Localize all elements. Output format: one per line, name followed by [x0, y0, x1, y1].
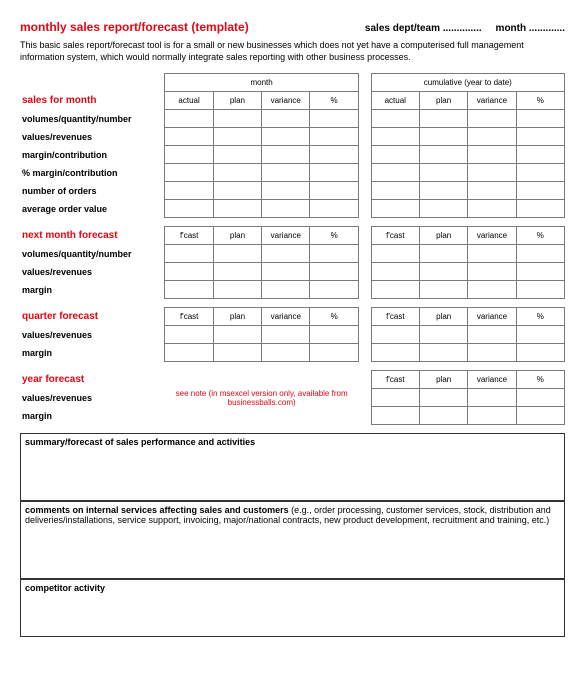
box-comments: comments on internal services affecting …: [20, 501, 565, 579]
box-summary-header: summary/forecast of sales performance an…: [21, 434, 564, 450]
section-title: quarter forecast: [22, 311, 98, 322]
col-fcast-cum: f'cast: [371, 371, 419, 389]
col-plan-cum: plan: [420, 371, 468, 389]
col-variance: variance: [262, 227, 310, 245]
table-quarter: quarter forecast f'cast plan variance % …: [20, 307, 565, 362]
box-competitor: competitor activity: [20, 579, 565, 637]
row-label: volumes/quantity/number: [20, 110, 165, 128]
section-title: sales for month: [22, 95, 96, 106]
col-variance-cum: variance: [468, 371, 516, 389]
row-label: values/revenues: [20, 326, 165, 344]
col-fcast-cum: f'cast: [371, 227, 419, 245]
col-fcast: f'cast: [165, 227, 213, 245]
section-sales-for-month: month cumulative (year to date) sales fo…: [20, 73, 565, 218]
header-row: monthly sales report/forecast (template)…: [20, 20, 565, 34]
comments-bold: comments on internal services affecting …: [25, 505, 289, 515]
superhead-month: month: [165, 74, 358, 92]
row-label: margin: [20, 344, 165, 362]
col-plan-cum: plan: [420, 308, 468, 326]
col-percent: %: [310, 308, 358, 326]
table-next-month: next month forecast f'cast plan variance…: [20, 226, 565, 299]
col-plan-cum: plan: [419, 92, 467, 110]
row-label: margin/contribution: [20, 146, 165, 164]
row-label: values/revenues: [20, 389, 165, 407]
section-title: next month forecast: [22, 230, 118, 241]
row-label: margin: [20, 407, 165, 425]
col-plan: plan: [213, 227, 261, 245]
col-plan: plan: [213, 92, 261, 110]
col-fcast: f'cast: [165, 308, 213, 326]
description: This basic sales report/forecast tool is…: [20, 40, 565, 63]
row-label: % margin/contribution: [20, 164, 165, 182]
col-actual: actual: [165, 92, 213, 110]
col-fcast-cum: f'cast: [371, 308, 419, 326]
col-percent-cum: %: [516, 371, 564, 389]
row-label: values/revenues: [20, 128, 165, 146]
col-percent-cum: %: [516, 308, 564, 326]
year-note: see note (in msexcel version only, avail…: [165, 371, 358, 425]
col-percent-cum: %: [516, 227, 564, 245]
col-plan-cum: plan: [420, 227, 468, 245]
box-competitor-header: competitor activity: [21, 580, 564, 596]
superhead-cumulative: cumulative (year to date): [371, 74, 564, 92]
box-competitor-body[interactable]: [21, 596, 564, 636]
col-variance-cum: variance: [468, 92, 516, 110]
col-plan: plan: [213, 308, 261, 326]
col-actual-cum: actual: [371, 92, 419, 110]
col-percent: %: [310, 92, 358, 110]
row-label: volumes/quantity/number: [20, 245, 165, 263]
row-label: values/revenues: [20, 263, 165, 281]
table-year: year forecast see note (in msexcel versi…: [20, 370, 565, 425]
col-variance: variance: [262, 308, 310, 326]
box-comments-body[interactable]: [21, 528, 564, 578]
row-label: margin: [20, 281, 165, 299]
section-next-month: next month forecast f'cast plan variance…: [20, 226, 565, 299]
col-percent: %: [310, 227, 358, 245]
box-summary: summary/forecast of sales performance an…: [20, 433, 565, 501]
section-quarter: quarter forecast f'cast plan variance % …: [20, 307, 565, 362]
col-variance-cum: variance: [468, 227, 516, 245]
row-label: number of orders: [20, 182, 165, 200]
row-label: average order value: [20, 200, 165, 218]
section-title: year forecast: [22, 374, 84, 385]
section-year: year forecast see note (in msexcel versi…: [20, 370, 565, 425]
dept-label: sales dept/team ..............: [365, 23, 482, 34]
header-right: sales dept/team .............. month ...…: [365, 23, 565, 34]
col-variance: variance: [262, 92, 310, 110]
col-percent-cum: %: [516, 92, 564, 110]
table-sales-for-month: month cumulative (year to date) sales fo…: [20, 73, 565, 218]
box-summary-body[interactable]: [21, 450, 564, 500]
page-title: monthly sales report/forecast (template): [20, 20, 249, 34]
col-variance-cum: variance: [468, 308, 516, 326]
month-label: month .............: [496, 23, 565, 34]
box-comments-header: comments on internal services affecting …: [21, 502, 564, 528]
